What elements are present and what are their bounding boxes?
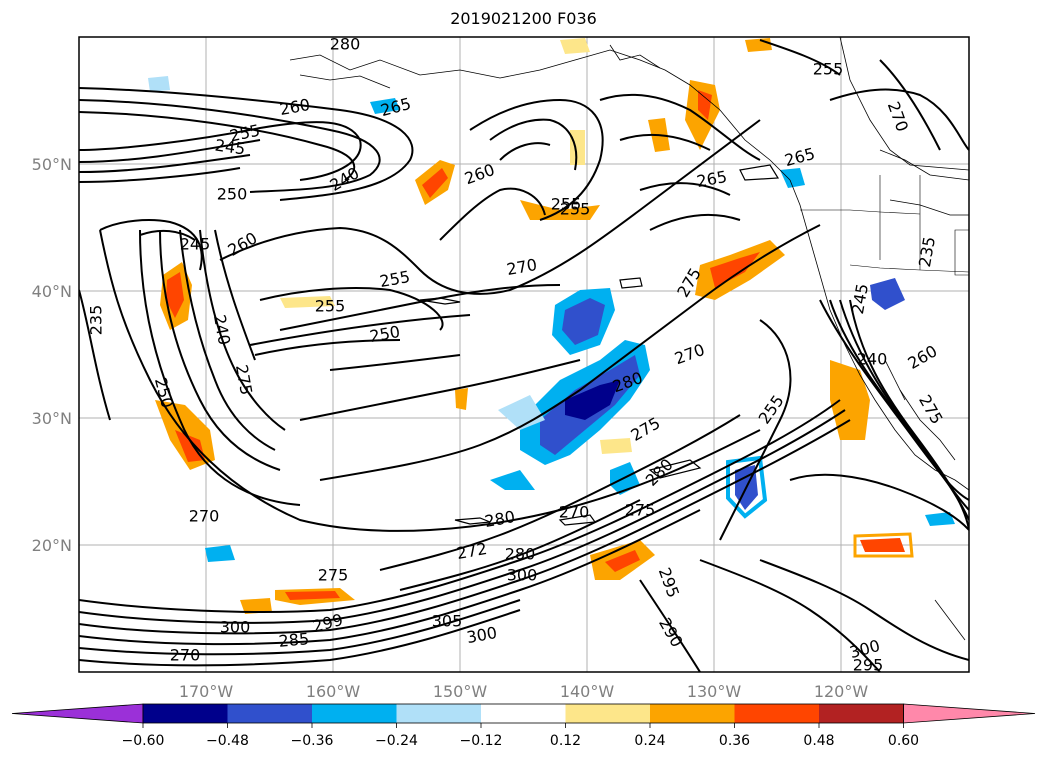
contour-label: 295 [853, 656, 884, 675]
negative-anomaly-coast [780, 168, 805, 188]
contour-label: 270 [170, 646, 201, 665]
positive-anomaly-small2 [745, 38, 772, 52]
positive-anomaly-small1 [455, 388, 468, 410]
lat-label-40n: 40°N [32, 282, 72, 301]
colorbar-swatches [11, 703, 1036, 724]
colorbar-tick-label: −0.36 [291, 733, 334, 749]
colorbar-tick-label: 0.60 [888, 733, 919, 749]
contour-lines-thin [419, 164, 780, 526]
negative-anomaly-sw [490, 470, 535, 490]
colorbar-swatch [312, 704, 397, 723]
positive-anomaly-ne-inner [698, 90, 712, 120]
colorbar-swatch [819, 704, 904, 723]
colorbar-tick-label: −0.12 [460, 733, 503, 749]
map-frame [78, 36, 970, 673]
colorbar-swatch [481, 704, 566, 723]
lon-label-160w: 160°W [306, 682, 361, 701]
positive-anomaly-s1-inner [605, 550, 640, 572]
colorbar-tick-label: 0.12 [550, 733, 581, 749]
negative-anomaly-core-max [565, 380, 620, 420]
colorbar-swatch [396, 704, 482, 723]
lat-label-20n: 20°N [32, 536, 72, 555]
contour-label: 255 [315, 297, 346, 316]
positive-anomaly-west-inner [166, 272, 184, 318]
negative-anomaly-north-small [370, 98, 400, 114]
positive-anomaly-pale2 [280, 296, 335, 308]
positive-anomaly-east-inner [710, 252, 760, 288]
colorbar-tick-label: −0.24 [375, 733, 418, 749]
state-borders [800, 175, 969, 276]
contour-label: 285 [278, 629, 310, 651]
contour-label: 235 [87, 305, 106, 336]
negative-anomaly-north-inner [562, 298, 605, 345]
positive-anomaly-pale3 [600, 438, 632, 454]
colorbar-swatch [734, 704, 820, 723]
contour-label: 300 [220, 618, 251, 637]
positive-anomaly-s3 [240, 598, 272, 614]
negative-anomaly-pac-n [148, 76, 170, 92]
colorbar-tick-label: 0.24 [634, 733, 665, 749]
colorbar-swatch [565, 704, 651, 723]
negative-anomaly-se [925, 512, 955, 526]
contour-lines [79, 39, 969, 672]
map-content [79, 37, 969, 672]
negative-anomaly-west [498, 395, 545, 430]
colorbar-tick-label: 0.36 [719, 733, 750, 749]
colorbar: −0.60 −0.48 −0.36 −0.24 −0.12 0.12 0.24 0.36 0.4… [11, 703, 1036, 749]
coastlines [289, 37, 969, 641]
lat-label-50n: 50°N [32, 155, 72, 174]
positive-anomaly-pale1 [560, 38, 590, 54]
contour-label: 245 [180, 235, 211, 254]
lon-label-150w: 150°W [433, 682, 488, 701]
colorbar-tick-label: −0.48 [206, 733, 249, 749]
colorbar-ticks: −0.60 −0.48 −0.36 −0.24 −0.12 0.12 0.24 0.36 0.4… [122, 723, 919, 749]
negative-anomaly-east-ring [726, 455, 768, 519]
lat-label-30n: 30°N [32, 409, 72, 428]
lon-label-130w: 130°W [687, 682, 742, 701]
positive-anomaly-coast [830, 360, 870, 440]
lat-axis: 50°N 40°N 30°N 20°N [32, 155, 72, 555]
positive-anomaly-se-ring [853, 532, 914, 558]
contour-label: 255 [813, 60, 844, 79]
contour-label: 270 [559, 503, 590, 522]
positive-anomaly-se [860, 538, 905, 552]
contour-label: 305 [432, 612, 463, 631]
contour-label: 275 [625, 501, 656, 520]
lon-label-140w: 140°W [560, 682, 615, 701]
colorbar-swatch [143, 704, 228, 723]
contour-label: 270 [189, 507, 220, 526]
lon-axis: 170°W 160°W 150°W 140°W 130°W 120°W [179, 682, 869, 701]
colorbar-extend-high [903, 703, 1036, 724]
contour-label: 245 [214, 135, 247, 158]
positive-anomaly-pale4 [570, 130, 585, 165]
contour-label: 255 [560, 200, 591, 219]
map-title: 2019021200 F036 [450, 9, 597, 28]
positive-anomaly-s2-inner [285, 591, 340, 600]
lon-label-120w: 120°W [814, 682, 869, 701]
colorbar-frame [142, 703, 904, 724]
lon-label-170w: 170°W [179, 682, 234, 701]
contour-label: 300 [507, 566, 538, 585]
negative-anomaly-s [205, 545, 235, 562]
colorbar-extend-low [11, 703, 144, 724]
contour-label: 280 [505, 545, 536, 564]
colorbar-tick-label: 0.48 [803, 733, 834, 749]
colorbar-tick-label: −0.60 [122, 733, 165, 749]
contour-label: 250 [217, 185, 248, 204]
contour-label: 255 [551, 195, 582, 214]
colorbar-swatch [650, 704, 735, 723]
negative-anomaly-nw-cell [870, 278, 905, 310]
contour-label: 240 [857, 350, 888, 369]
colorbar-swatch [227, 704, 313, 723]
positive-anomaly-sw-inner [175, 430, 205, 462]
contour-label: 280 [330, 35, 361, 54]
positive-anomaly-north-inner [422, 168, 448, 198]
contour-label: 275 [318, 566, 349, 585]
